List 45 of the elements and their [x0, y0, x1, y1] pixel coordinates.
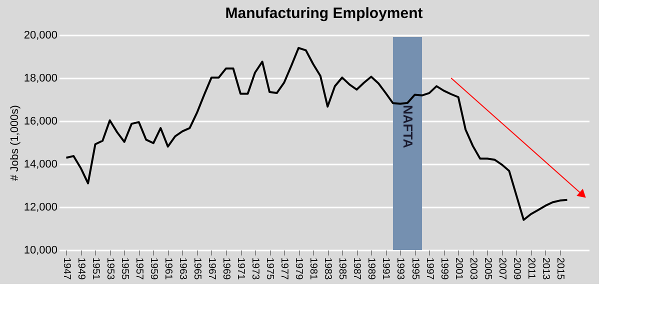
x-tick-label: 1993 — [394, 258, 406, 280]
x-tick-label: 1947 — [60, 258, 72, 280]
x-tick-label: 1959 — [148, 258, 159, 280]
y-tick-label: 18,000 — [24, 72, 58, 84]
x-tick-label: 1989 — [366, 258, 377, 280]
x-tick-label: 1965 — [191, 258, 202, 280]
x-tick-label: 2013 — [540, 258, 551, 280]
y-tick-label: 16,000 — [24, 116, 58, 128]
x-tick-label: 1957 — [133, 258, 144, 280]
x-tick-label: 2011 — [525, 258, 536, 280]
x-tick-label: 1949 — [75, 258, 86, 280]
x-tick-label: 1955 — [118, 258, 130, 280]
x-tick-label: 1999 — [438, 258, 450, 280]
x-tick-label: 1961 — [162, 258, 174, 280]
x-tick-label: 1991 — [380, 258, 392, 280]
x-tick-label: 2015 — [554, 258, 566, 280]
x-tick-label: 1979 — [293, 258, 304, 280]
x-tick-label: 1985 — [336, 258, 348, 280]
x-tick-label: 1967 — [206, 258, 217, 280]
x-tick-label: 2007 — [496, 258, 508, 280]
x-tick-label: 1983 — [322, 258, 334, 280]
x-tick-label: 1987 — [351, 258, 362, 280]
x-tick-label: 1951 — [90, 258, 101, 280]
x-tick-label: 2001 — [452, 258, 464, 280]
y-tick-label: 20,000 — [24, 30, 58, 42]
x-tick-label: 1971 — [235, 258, 246, 280]
x-tick-label: 1977 — [278, 258, 290, 280]
x-tick-label: 1981 — [308, 258, 319, 280]
x-tick-label: 1995 — [409, 258, 420, 280]
x-tick-label: 1997 — [424, 258, 435, 280]
y-tick-label: 10,000 — [24, 244, 58, 256]
x-tick-label: 1953 — [104, 258, 116, 280]
y-tick-label: 12,000 — [24, 202, 58, 214]
x-tick-label: 2003 — [467, 258, 478, 280]
x-tick-label: 1975 — [264, 258, 276, 280]
x-tick-label: 2009 — [510, 258, 522, 280]
chart-title: Manufacturing Employment — [225, 5, 423, 22]
x-tick-label: 1969 — [220, 258, 232, 280]
band-label: NAFTA — [400, 105, 416, 149]
y-tick-label: 14,000 — [24, 158, 58, 170]
x-tick-label: 1963 — [176, 258, 188, 280]
x-tick-label: 2005 — [482, 258, 493, 280]
x-tick-label: 1973 — [250, 258, 261, 280]
y-axis-title: # Jobs (1,000s) — [8, 105, 21, 181]
line-series — [65, 46, 568, 221]
